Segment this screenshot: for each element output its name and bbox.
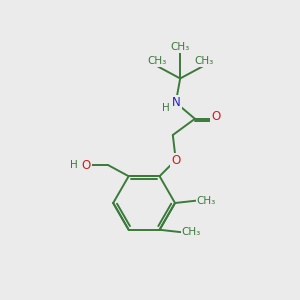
Text: CH₃: CH₃	[194, 56, 213, 66]
Text: CH₃: CH₃	[197, 196, 216, 206]
Text: N: N	[172, 96, 181, 109]
Text: CH₃: CH₃	[147, 56, 166, 66]
Text: H: H	[162, 103, 169, 113]
Text: H: H	[70, 160, 77, 170]
Text: CH₃: CH₃	[171, 42, 190, 52]
Text: O: O	[81, 158, 91, 172]
Text: O: O	[211, 110, 220, 123]
Text: CH₃: CH₃	[182, 227, 201, 237]
Text: O: O	[171, 154, 180, 166]
